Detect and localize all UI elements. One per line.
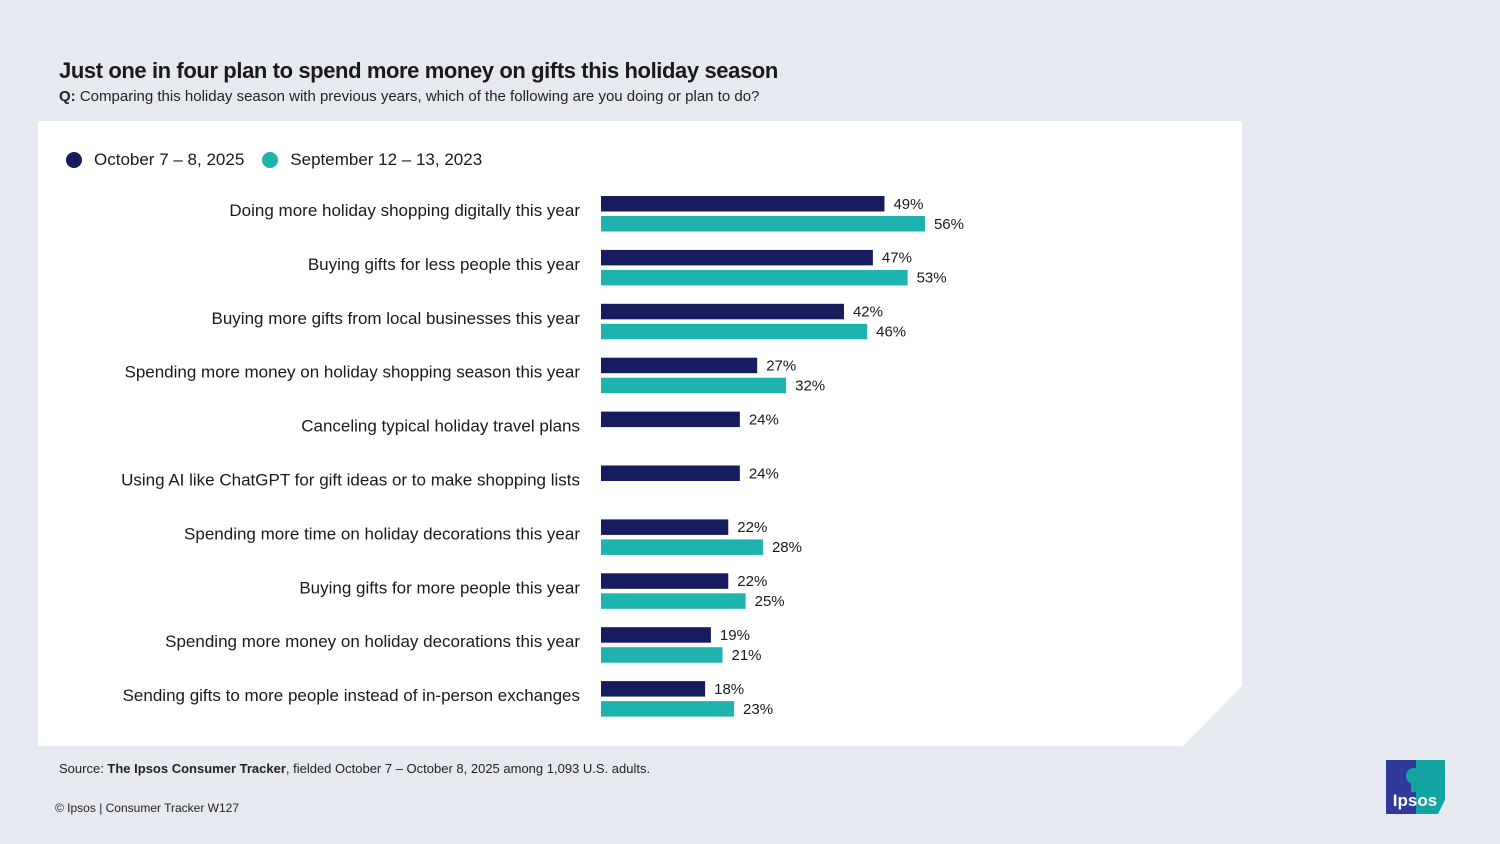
category-label: Using AI like ChatGPT for gift ideas or …: [121, 471, 580, 490]
bar-2023: [601, 269, 908, 286]
source-note: Source: The Ipsos Consumer Tracker, fiel…: [59, 761, 650, 776]
bar-2025: [601, 573, 729, 589]
data-label: 24%: [749, 411, 779, 428]
chart-title: Just one in four plan to spend more mone…: [59, 58, 778, 83]
data-label: 22%: [737, 573, 767, 590]
data-label: 49%: [893, 196, 923, 213]
data-label: 23%: [743, 701, 773, 718]
data-label: 32%: [795, 377, 825, 394]
svg-text:Ipsos: Ipsos: [1393, 791, 1437, 810]
bar-2023: [601, 323, 868, 340]
data-label: 42%: [853, 304, 883, 321]
category-label: Buying gifts for less people this year: [308, 255, 580, 274]
copyright: © Ipsos | Consumer Tracker W127: [55, 801, 240, 815]
source-rest: , fielded October 7 – October 8, 2025 am…: [285, 761, 651, 776]
category-label: Doing more holiday shopping digitally th…: [229, 201, 580, 220]
bar-2025: [601, 249, 873, 266]
question-text: Q: Comparing this holiday season with pr…: [59, 88, 759, 105]
data-label: 18%: [714, 681, 744, 698]
legend-dot-2025: [66, 152, 82, 168]
category-label: Buying gifts for more people this year: [299, 578, 580, 597]
data-label: 56%: [934, 216, 964, 233]
bar-2025: [601, 681, 706, 697]
bar-2025: [601, 196, 885, 212]
legend-label-2025: October 7 – 8, 2025: [94, 150, 245, 169]
data-label: 24%: [749, 465, 779, 482]
bar-2023: [601, 377, 787, 394]
bar-2023: [601, 216, 925, 232]
category-label: Spending more time on holiday decoration…: [184, 524, 580, 543]
legend-dot-2023: [262, 152, 279, 168]
category-label: Sending gifts to more people instead of …: [123, 686, 580, 705]
data-label: 21%: [731, 647, 761, 664]
bar-2025: [601, 357, 758, 374]
data-label: 28%: [772, 539, 802, 556]
data-label: 47%: [882, 250, 912, 267]
category-label: Buying more gifts from local businesses …: [212, 309, 581, 328]
question-body: Comparing this holiday season with previ…: [79, 88, 760, 105]
legend-label-2023: September 12 – 13, 2023: [290, 150, 483, 169]
bar-2025: [601, 627, 711, 643]
legend-item-2025: October 7 – 8, 2025: [66, 150, 244, 170]
category-label: Spending more money on holiday decoratio…: [165, 632, 580, 651]
data-label: 22%: [737, 519, 767, 536]
ipsos-logo: Ipsos: [1386, 760, 1445, 814]
bar-2025: [601, 465, 740, 481]
source-title: The Ipsos Consumer Tracker: [107, 761, 286, 776]
data-label: 53%: [917, 270, 947, 287]
data-label: 27%: [766, 357, 796, 374]
bar-2023: [601, 701, 735, 717]
category-label: Spending more money on holiday shopping …: [124, 363, 580, 382]
data-label: 25%: [755, 593, 785, 610]
bar-2025: [601, 411, 740, 428]
legend: October 7 – 8, 2025 September 12 – 13, 2…: [66, 150, 500, 170]
bar-2025: [601, 519, 729, 535]
data-label: 19%: [720, 627, 750, 644]
question-prefix: Q:: [59, 88, 76, 105]
category-label: Canceling typical holiday travel plans: [301, 417, 580, 436]
legend-item-2023: September 12 – 13, 2023: [262, 150, 482, 170]
bar-2023: [601, 647, 723, 663]
bar-2023: [601, 539, 763, 555]
bar-2025: [601, 303, 844, 320]
source-prefix: Source:: [59, 761, 108, 776]
bar-2023: [601, 593, 746, 609]
data-label: 46%: [876, 324, 906, 341]
